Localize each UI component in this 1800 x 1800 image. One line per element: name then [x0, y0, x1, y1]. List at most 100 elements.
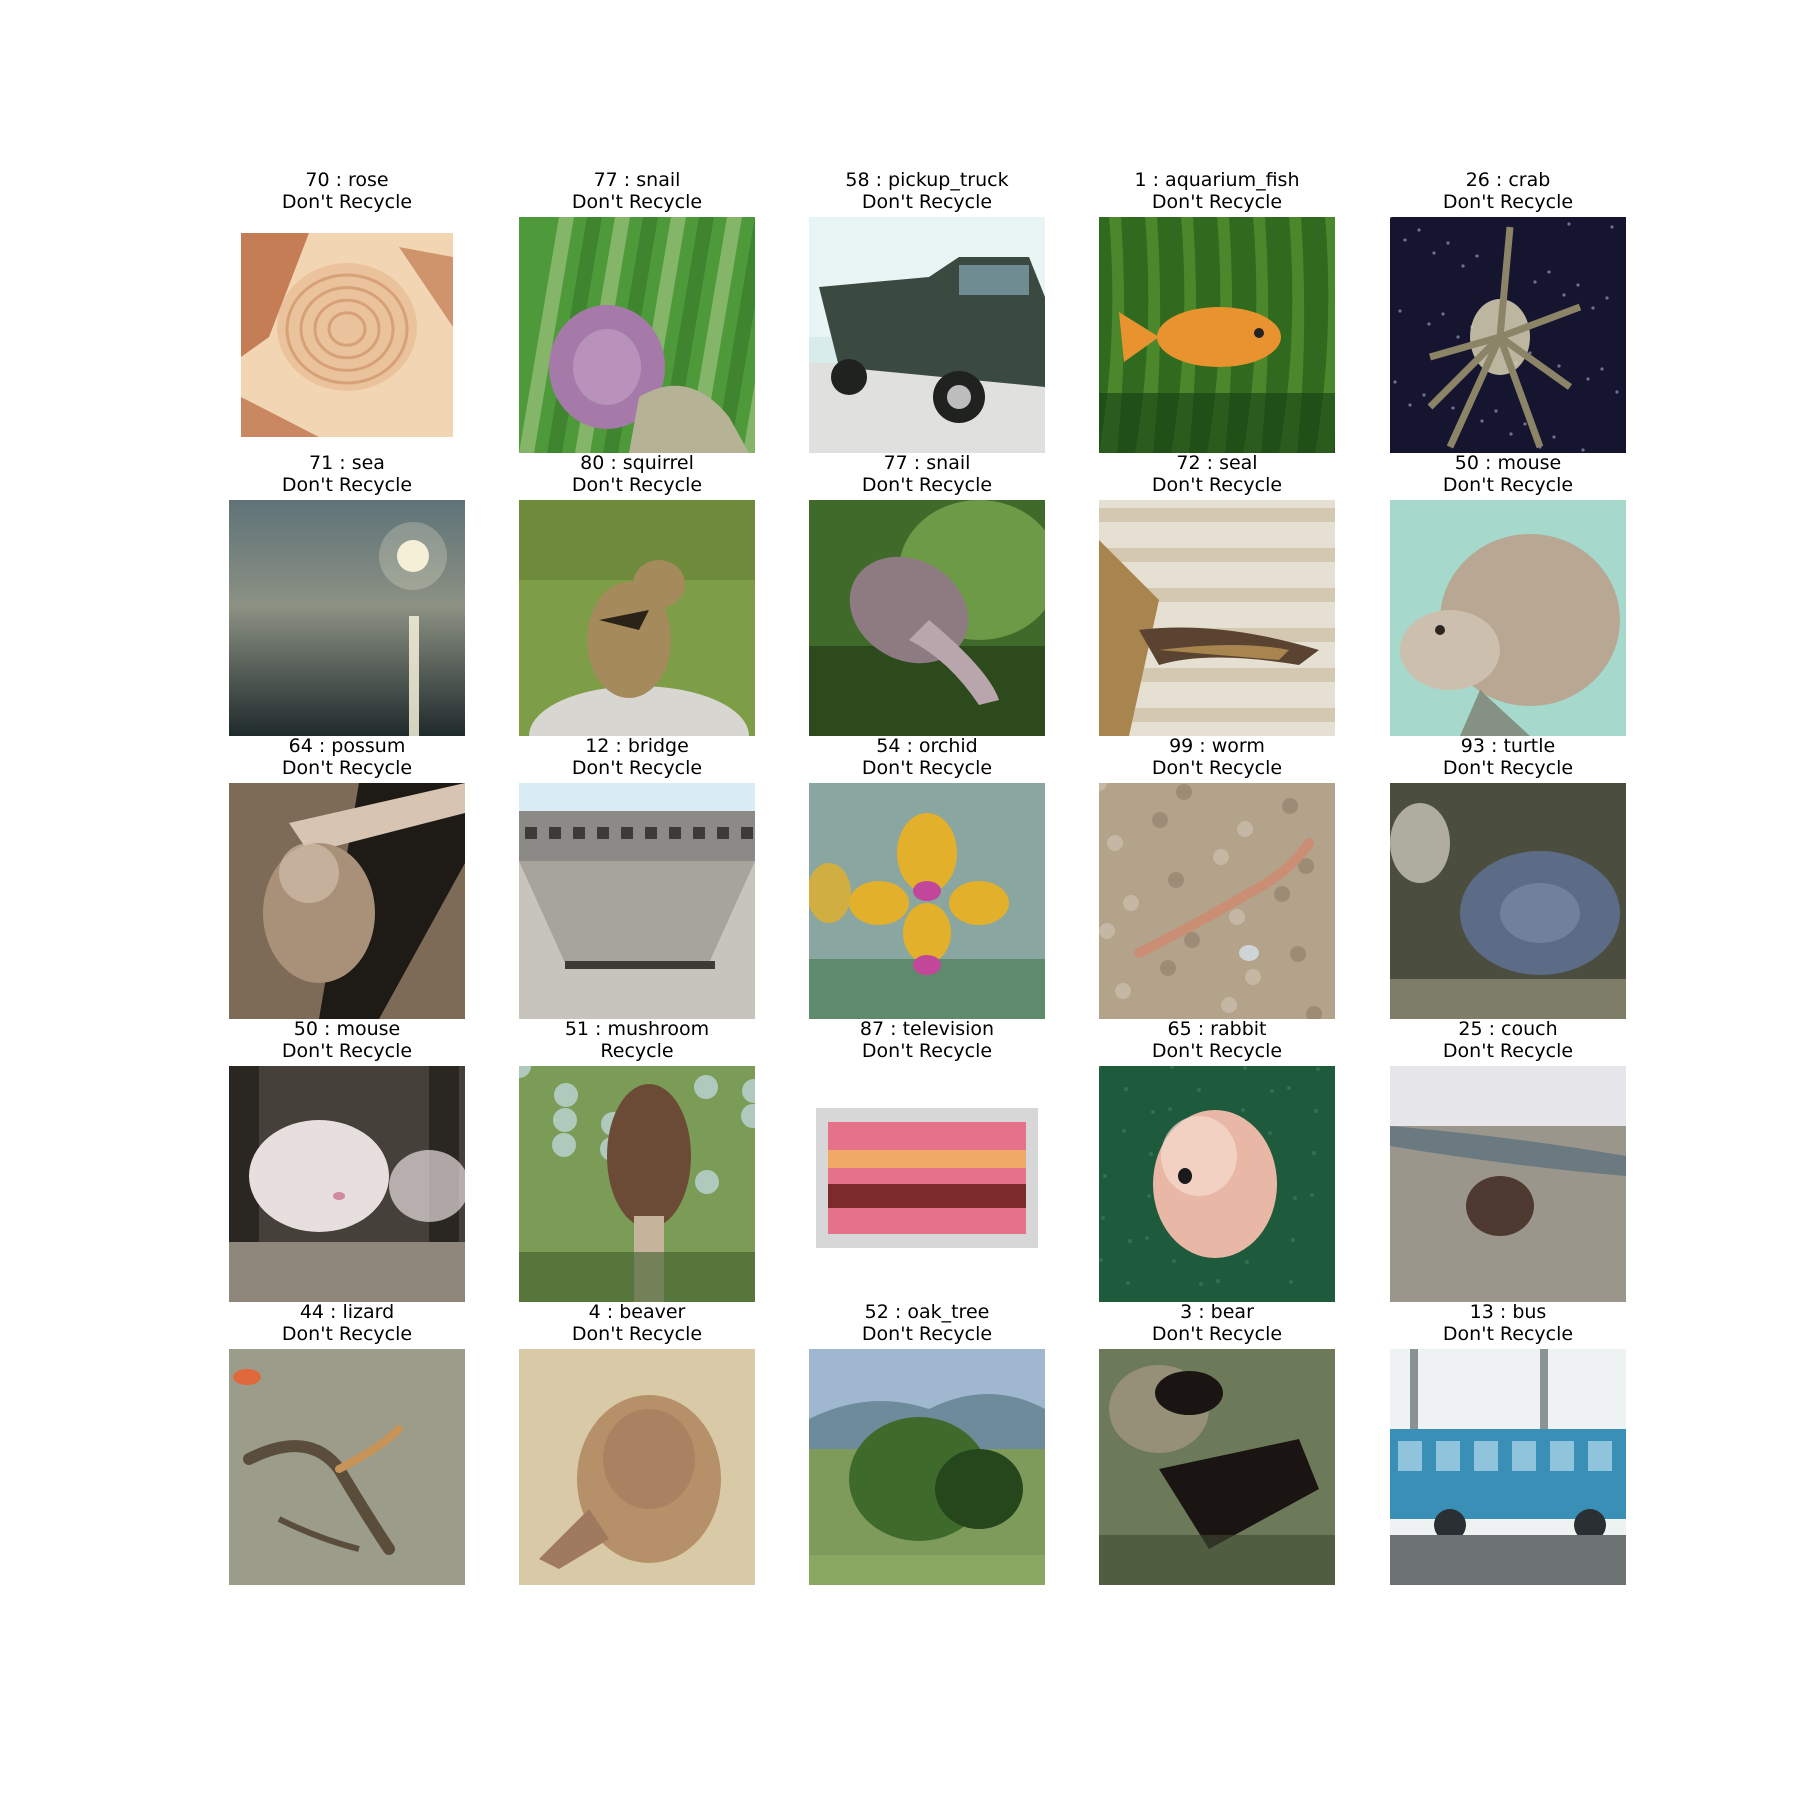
bus-photo: [1390, 1349, 1626, 1585]
thumbnail-image: [229, 783, 465, 1019]
squirrel-photo: [519, 500, 755, 736]
tile-caption: 1 : aquarium_fish Don't Recycle: [1069, 169, 1365, 213]
tile-class-label: 51 : mushroom: [564, 1018, 710, 1040]
tile-recycle-status: Don't Recycle: [861, 474, 993, 496]
tile-recycle-status: Don't Recycle: [1151, 1040, 1283, 1062]
tile-recycle-status: Don't Recycle: [571, 191, 703, 213]
tile-recycle-status: Don't Recycle: [1442, 757, 1574, 779]
lizard-photo: [229, 1349, 465, 1585]
tile-recycle-status: Don't Recycle: [1442, 474, 1574, 496]
tile-class-label: 13 : bus: [1469, 1301, 1547, 1323]
tile-caption: 13 : bus Don't Recycle: [1360, 1301, 1656, 1345]
aquarium-fish-photo: [1099, 217, 1335, 453]
crab-photo: [1390, 217, 1626, 453]
tile-caption: 64 : possum Don't Recycle: [199, 735, 495, 779]
pickup-truck-photo: [809, 217, 1045, 453]
tile-caption: 52 : oak_tree Don't Recycle: [779, 1301, 1075, 1345]
tile-caption: 93 : turtle Don't Recycle: [1360, 735, 1656, 779]
thumbnail-image: [229, 500, 465, 736]
tile-class-label: 71 : sea: [309, 452, 385, 474]
sea-photo: [229, 500, 465, 736]
thumbnail-image: [519, 500, 755, 736]
tile-caption: 99 : worm Don't Recycle: [1069, 735, 1365, 779]
tile-class-label: 26 : crab: [1465, 169, 1551, 191]
tile-recycle-status: Don't Recycle: [281, 1040, 413, 1062]
tile-recycle-status: Don't Recycle: [861, 1040, 993, 1062]
tile-caption: 26 : crab Don't Recycle: [1360, 169, 1656, 213]
tile-caption: 4 : beaver Don't Recycle: [489, 1301, 785, 1345]
thumbnail-image: [1099, 1066, 1335, 1302]
thumbnail-image: [1390, 217, 1626, 453]
tile-recycle-status: Don't Recycle: [1442, 191, 1574, 213]
tile-recycle-status: Don't Recycle: [281, 191, 413, 213]
tile-class-label: 25 : couch: [1458, 1018, 1558, 1040]
thumbnail-image: [809, 500, 1045, 736]
thumbnail-image: [519, 1066, 755, 1302]
tile-recycle-status: Don't Recycle: [861, 1323, 993, 1345]
tile-class-label: 12 : bridge: [585, 735, 689, 757]
rabbit-photo: [1099, 1066, 1335, 1302]
tile-recycle-status: Don't Recycle: [281, 1323, 413, 1345]
thumbnail-image: [519, 783, 755, 1019]
tile-caption: 51 : mushroom Recycle: [489, 1018, 785, 1062]
tile-class-label: 4 : beaver: [588, 1301, 686, 1323]
thumbnail-image: [809, 1349, 1045, 1585]
tile-class-label: 77 : snail: [883, 452, 971, 474]
tile-recycle-status: Don't Recycle: [861, 757, 993, 779]
thumbnail-image: [229, 217, 465, 453]
television-photo: [809, 1066, 1045, 1302]
turtle-photo: [1390, 783, 1626, 1019]
thumbnail-image: [1099, 783, 1335, 1019]
thumbnail-image: [519, 217, 755, 453]
thumbnail-image: [1099, 1349, 1335, 1585]
bear-photo: [1099, 1349, 1335, 1585]
snail-photo: [519, 217, 755, 453]
tile-recycle-status: Don't Recycle: [1442, 1323, 1574, 1345]
thumbnail-image: [519, 1349, 755, 1585]
tile-class-label: 64 : possum: [288, 735, 406, 757]
orchid-photo: [809, 783, 1045, 1019]
mouse-photo: [1390, 500, 1626, 736]
beaver-photo: [519, 1349, 755, 1585]
thumbnail-image: [1099, 500, 1335, 736]
tile-recycle-status: Don't Recycle: [571, 757, 703, 779]
tile-class-label: 72 : seal: [1176, 452, 1258, 474]
tile-recycle-status: Don't Recycle: [281, 474, 413, 496]
tile-caption: 65 : rabbit Don't Recycle: [1069, 1018, 1365, 1062]
snail-photo: [809, 500, 1045, 736]
tile-class-label: 50 : mouse: [293, 1018, 401, 1040]
tile-caption: 50 : mouse Don't Recycle: [199, 1018, 495, 1062]
tile-class-label: 44 : lizard: [299, 1301, 395, 1323]
tile-caption: 12 : bridge Don't Recycle: [489, 735, 785, 779]
tile-caption: 25 : couch Don't Recycle: [1360, 1018, 1656, 1062]
tile-class-label: 70 : rose: [305, 169, 389, 191]
tile-recycle-status: Don't Recycle: [861, 191, 993, 213]
tile-class-label: 80 : squirrel: [580, 452, 694, 474]
tile-recycle-status: Don't Recycle: [1151, 191, 1283, 213]
tile-caption: 3 : bear Don't Recycle: [1069, 1301, 1365, 1345]
tile-class-label: 99 : worm: [1169, 735, 1265, 757]
tile-caption: 70 : rose Don't Recycle: [199, 169, 495, 213]
thumbnail-image: [1390, 1349, 1626, 1585]
thumbnail-image: [809, 783, 1045, 1019]
mouse-photo: [229, 1066, 465, 1302]
tile-recycle-status: Don't Recycle: [1442, 1040, 1574, 1062]
tile-caption: 77 : snail Don't Recycle: [779, 452, 1075, 496]
oak-tree-photo: [809, 1349, 1045, 1585]
tile-caption: 54 : orchid Don't Recycle: [779, 735, 1075, 779]
tile-class-label: 58 : pickup_truck: [845, 169, 1009, 191]
tile-recycle-status: Recycle: [600, 1040, 674, 1062]
couch-photo: [1390, 1066, 1626, 1302]
tile-class-label: 3 : bear: [1180, 1301, 1254, 1323]
tile-recycle-status: Don't Recycle: [1151, 757, 1283, 779]
tile-caption: 77 : snail Don't Recycle: [489, 169, 785, 213]
tile-caption: 44 : lizard Don't Recycle: [199, 1301, 495, 1345]
tile-class-label: 52 : oak_tree: [864, 1301, 990, 1323]
thumbnail-image: [1390, 500, 1626, 736]
tile-class-label: 77 : snail: [593, 169, 681, 191]
tile-recycle-status: Don't Recycle: [1151, 1323, 1283, 1345]
tile-class-label: 50 : mouse: [1454, 452, 1562, 474]
tile-caption: 87 : television Don't Recycle: [779, 1018, 1075, 1062]
tile-caption: 80 : squirrel Don't Recycle: [489, 452, 785, 496]
